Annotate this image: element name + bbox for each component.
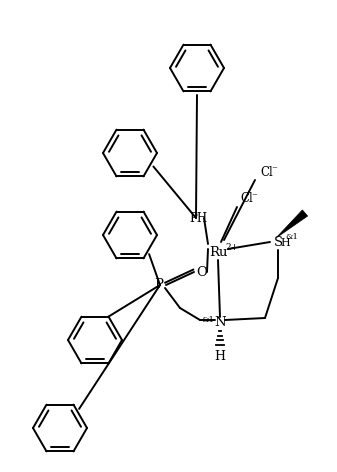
Text: H: H [280,238,290,248]
Text: Cl: Cl [260,166,273,178]
Text: Cl: Cl [240,193,253,205]
Text: ⁻: ⁻ [251,192,257,202]
Text: 2+: 2+ [225,244,239,253]
Text: Ru: Ru [209,245,227,259]
Text: H: H [214,349,225,362]
Text: S: S [273,236,282,248]
Text: N: N [214,315,226,329]
Text: &1: &1 [202,316,214,324]
Text: &1: &1 [285,233,299,241]
Text: PH: PH [189,211,207,225]
Text: P: P [154,278,163,292]
Text: O: O [196,265,208,278]
Text: ⁻: ⁻ [271,165,277,175]
Polygon shape [276,210,308,238]
